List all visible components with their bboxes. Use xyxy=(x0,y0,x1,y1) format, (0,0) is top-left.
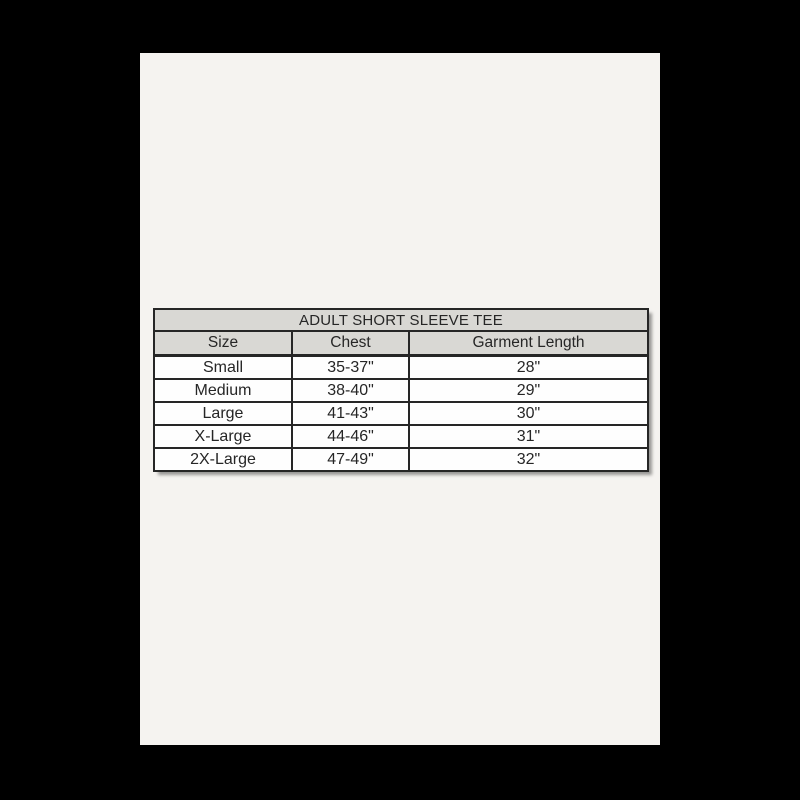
chest-cell: 41-43" xyxy=(291,401,410,426)
size-cell: X-Large xyxy=(153,424,293,449)
size-chart-title: ADULT SHORT SLEEVE TEE xyxy=(153,308,649,332)
column-header-garment-length: Garment Length xyxy=(408,330,649,357)
chest-cell: 38-40" xyxy=(291,378,410,403)
garment-length-cell: 30" xyxy=(408,401,649,426)
size-cell: Medium xyxy=(153,378,293,403)
garment-length-cell: 29" xyxy=(408,378,649,403)
size-cell: Large xyxy=(153,401,293,426)
chest-cell: 47-49" xyxy=(291,447,410,472)
table-row-medium: Medium 38-40" 29" xyxy=(153,378,649,403)
garment-length-cell: 31" xyxy=(408,424,649,449)
chest-cell: 44-46" xyxy=(291,424,410,449)
column-header-chest: Chest xyxy=(291,330,410,357)
garment-length-cell: 32" xyxy=(408,447,649,472)
size-chart-header-row: Size Chest Garment Length xyxy=(153,330,649,357)
table-row-2x-large: 2X-Large 47-49" 32" xyxy=(153,447,649,472)
column-header-size: Size xyxy=(153,330,293,357)
size-cell: Small xyxy=(153,354,293,380)
size-chart-title-row: ADULT SHORT SLEEVE TEE xyxy=(153,308,649,332)
table-row-x-large: X-Large 44-46" 31" xyxy=(153,424,649,449)
size-chart-table: ADULT SHORT SLEEVE TEE Size Chest Garmen… xyxy=(153,308,649,472)
garment-length-cell: 28" xyxy=(408,354,649,380)
table-row-small: Small 35-37" 28" xyxy=(153,354,649,380)
product-page: ADULT SHORT SLEEVE TEE Size Chest Garmen… xyxy=(140,53,660,745)
size-cell: 2X-Large xyxy=(153,447,293,472)
table-row-large: Large 41-43" 30" xyxy=(153,401,649,426)
chest-cell: 35-37" xyxy=(291,354,410,380)
